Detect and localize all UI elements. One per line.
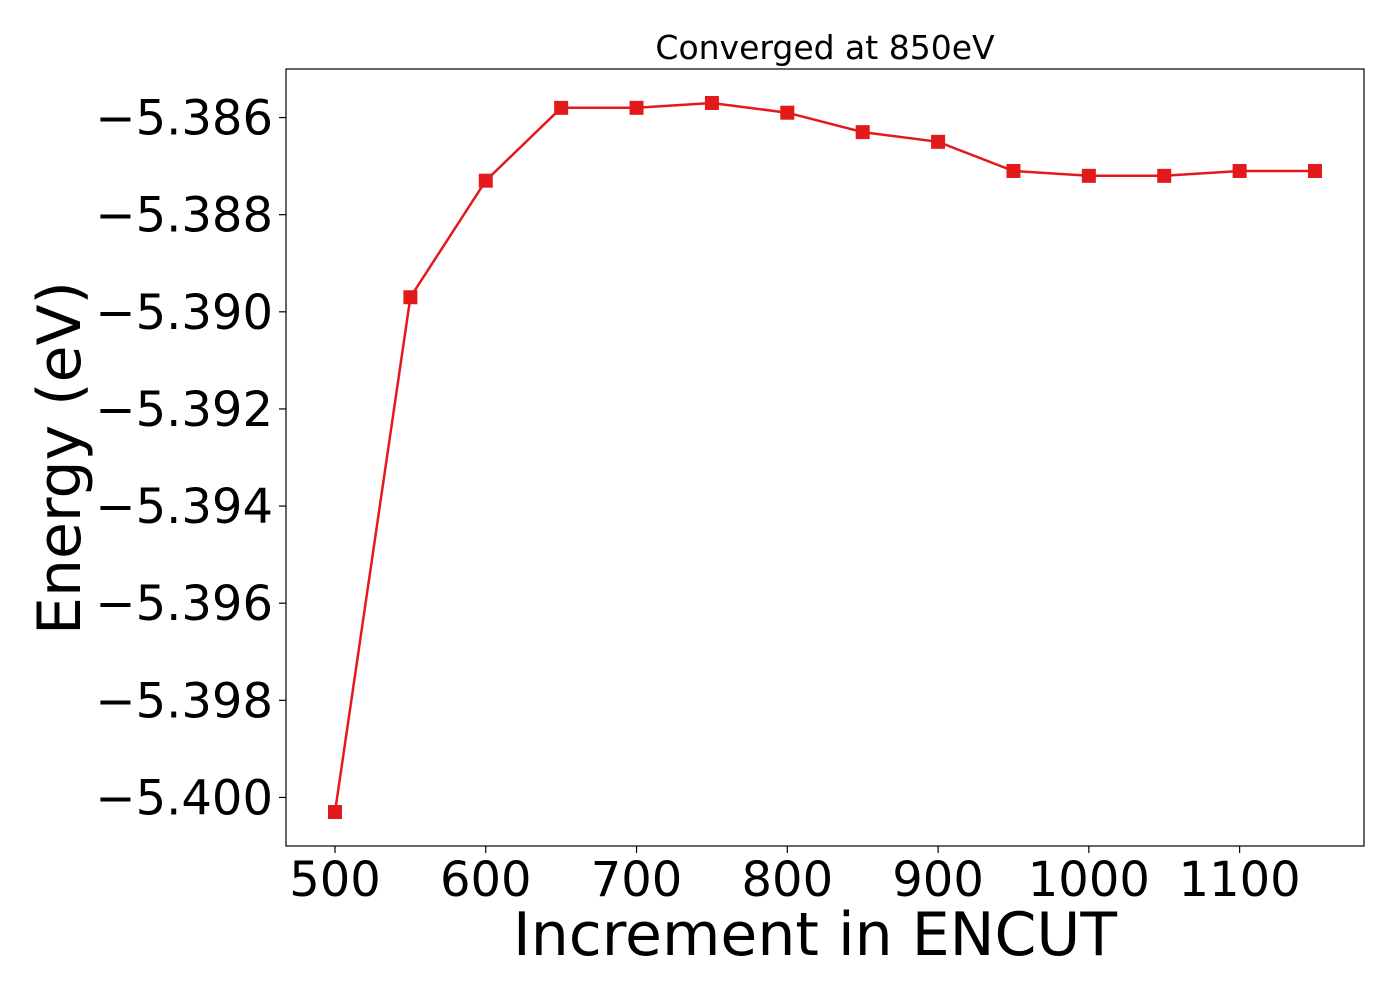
data-point-marker [1308, 163, 1322, 178]
data-point-marker [1006, 163, 1021, 178]
data-point-marker [554, 100, 569, 115]
x-tick-label: 600 [440, 852, 532, 908]
data-point-marker [1157, 168, 1172, 183]
data-point-marker [780, 105, 795, 120]
y-axis-label: Energy (eV) [25, 281, 95, 635]
data-point-marker [1081, 168, 1096, 183]
data-point-marker [931, 134, 946, 149]
y-tick-label: −5.386 [95, 91, 273, 147]
data-point-marker [1232, 163, 1247, 178]
x-tick-label: 1100 [1179, 852, 1301, 908]
y-tick-label: −5.396 [95, 576, 273, 632]
x-tick-label: 500 [289, 852, 381, 908]
series-line [333, 101, 1315, 813]
data-point-marker [629, 100, 644, 115]
x-tick-label: 1000 [1028, 852, 1150, 908]
data-point-marker [855, 125, 870, 140]
x-axis-label: Increment in ENCUT [513, 900, 1117, 970]
chart-title: Converged at 850eV [655, 28, 995, 67]
y-tick-label: −5.388 [95, 188, 273, 244]
data-point-marker [704, 95, 719, 110]
series-layer [328, 95, 1322, 820]
y-tick-label: −5.390 [95, 285, 273, 341]
data-point-marker [328, 805, 342, 820]
y-tick-label: −5.400 [95, 770, 273, 826]
axes: 500 600 700 800 900 1000 1100 −5.386 −5.388 −5.39… [95, 68, 1365, 908]
x-tick-label: 900 [892, 852, 984, 908]
y-tick-label: −5.398 [95, 673, 273, 729]
x-tick-label: 700 [591, 852, 683, 908]
data-point-marker [403, 290, 418, 305]
x-tick-label: 800 [741, 852, 833, 908]
y-tick-label: −5.392 [95, 382, 273, 438]
plot-frame [285, 68, 1365, 847]
y-tick-label: −5.394 [95, 479, 273, 535]
data-point-marker [478, 173, 493, 188]
